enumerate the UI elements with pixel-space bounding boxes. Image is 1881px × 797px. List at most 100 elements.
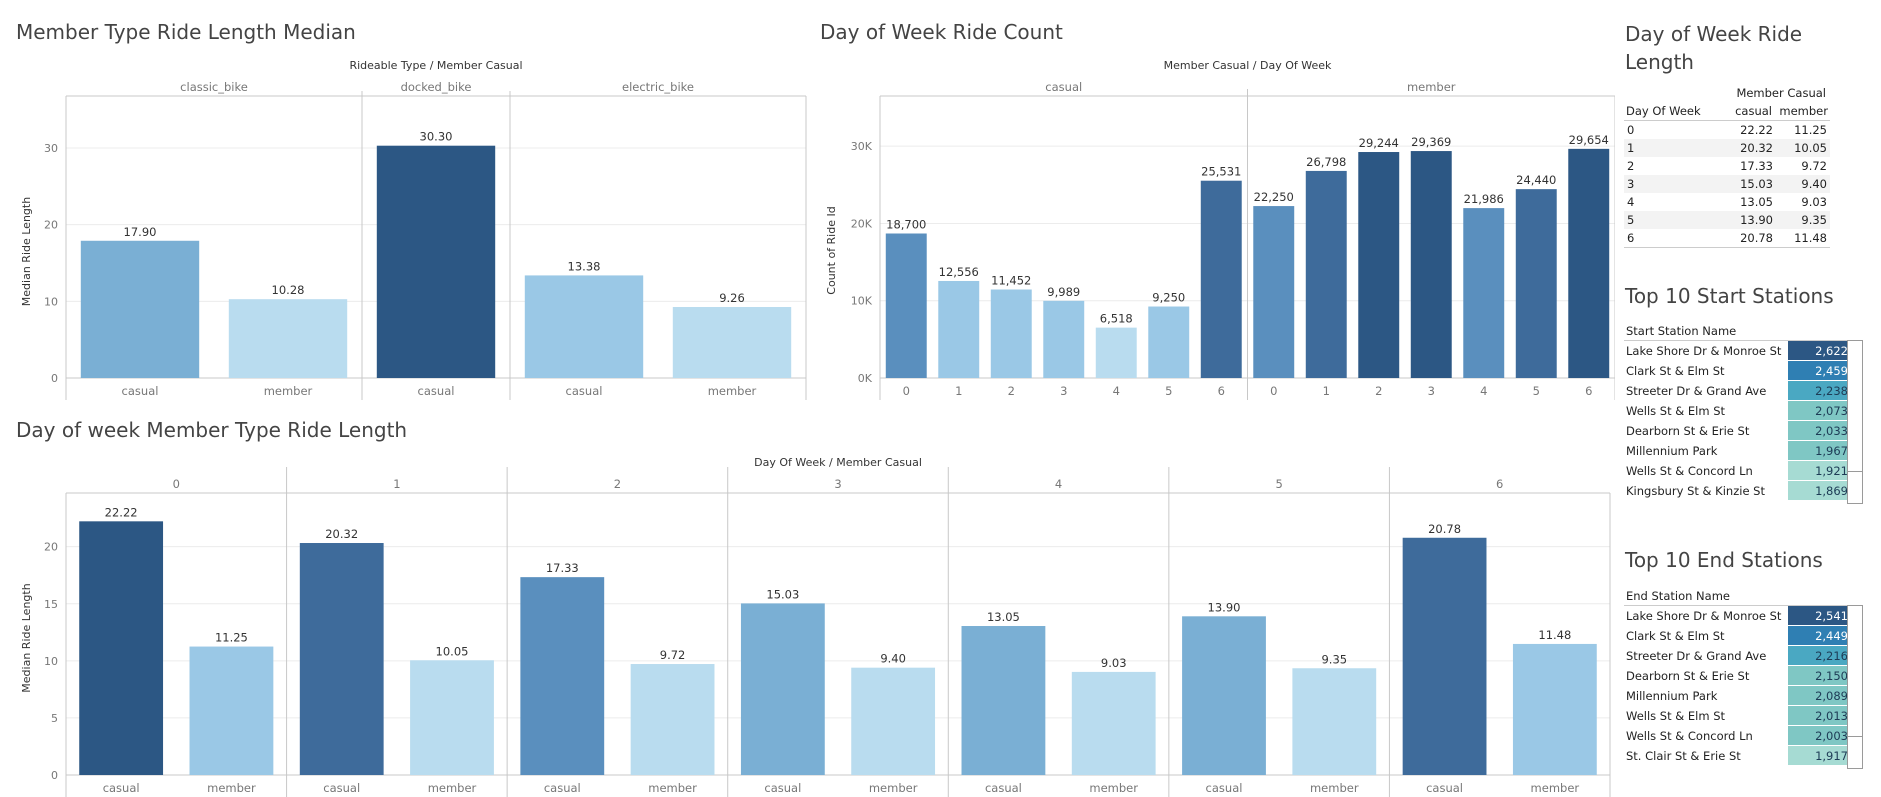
x-tick-label: 0 bbox=[1270, 384, 1277, 398]
station-count: 2,073 bbox=[1788, 401, 1852, 421]
x-tick-label: casual bbox=[566, 384, 603, 398]
bar bbox=[79, 521, 164, 775]
group-label: member bbox=[1407, 80, 1456, 94]
y-tick-label: 20 bbox=[44, 541, 58, 554]
start-stations-table: Start Station Name Lake Shore Dr & Monro… bbox=[1624, 322, 1856, 501]
data-label: 18,700 bbox=[886, 218, 926, 232]
x-tick-label: casual bbox=[323, 781, 360, 795]
list-item: Clark St & Elm St 2,449 bbox=[1624, 626, 1856, 646]
data-label: 13.38 bbox=[568, 259, 601, 273]
casual-cell: 13.90 bbox=[1740, 213, 1773, 227]
start-stations-scrollbar[interactable] bbox=[1847, 340, 1863, 504]
dow-cell: 4 bbox=[1627, 195, 1635, 209]
station-count: 2,013 bbox=[1788, 706, 1852, 726]
bar bbox=[1253, 206, 1295, 378]
bar bbox=[80, 240, 200, 378]
data-label: 9,989 bbox=[1047, 285, 1080, 299]
end-stations-scrollbar-thumb[interactable] bbox=[1848, 606, 1862, 737]
station-name: St. Clair St & Erie St bbox=[1626, 749, 1741, 763]
data-label: 29,244 bbox=[1359, 136, 1399, 150]
y-axis-label: Count of Ride Id bbox=[825, 206, 838, 294]
column-header: Member Casual / Day Of Week bbox=[1164, 59, 1332, 72]
station-name: Dearborn St & Erie St bbox=[1626, 669, 1750, 683]
data-label: 6,518 bbox=[1100, 312, 1133, 326]
x-tick-label: casual bbox=[1206, 781, 1243, 795]
list-item: Wells St & Concord Ln 1,921 bbox=[1624, 461, 1856, 481]
y-tick-label: 0 bbox=[51, 372, 58, 385]
list-item: Lake Shore Dr & Monroe St 2,541 bbox=[1624, 606, 1856, 626]
station-count: 1,917 bbox=[1788, 746, 1852, 766]
station-name: Lake Shore Dr & Monroe St bbox=[1626, 344, 1782, 358]
x-tick-label: 3 bbox=[1060, 384, 1067, 398]
data-label: 22.22 bbox=[105, 505, 138, 519]
list-item: Clark St & Elm St 2,459 bbox=[1624, 361, 1856, 381]
end-stations-scrollbar[interactable] bbox=[1847, 605, 1863, 769]
group-label: 5 bbox=[1275, 477, 1282, 491]
list-item: Millennium Park 2,089 bbox=[1624, 686, 1856, 706]
list-item: Dearborn St & Erie St 2,150 bbox=[1624, 666, 1856, 686]
data-label: 17.33 bbox=[546, 561, 579, 575]
member-cell: 11.25 bbox=[1794, 123, 1827, 137]
y-tick-label: 0 bbox=[51, 769, 58, 782]
station-name: Kingsbury St & Kinzie St bbox=[1626, 484, 1765, 498]
member-cell: 11.48 bbox=[1794, 231, 1827, 245]
bar bbox=[1071, 671, 1156, 775]
station-name: Millennium Park bbox=[1626, 689, 1718, 703]
casual-cell: 13.05 bbox=[1740, 195, 1773, 209]
dow-table-title: Day of Week Ride Length bbox=[1625, 22, 1803, 74]
data-label: 9,250 bbox=[1152, 291, 1185, 305]
list-item: Streeter Dr & Grand Ave 2,238 bbox=[1624, 381, 1856, 401]
group-label: 2 bbox=[614, 477, 621, 491]
bar bbox=[520, 577, 605, 775]
y-tick-label: 30 bbox=[44, 142, 58, 155]
station-count: 2,449 bbox=[1788, 626, 1852, 646]
member-cell: 9.40 bbox=[1801, 177, 1827, 191]
bar bbox=[1043, 300, 1085, 378]
station-count: 1,921 bbox=[1788, 461, 1852, 481]
bar bbox=[961, 626, 1046, 775]
data-label: 10.05 bbox=[436, 644, 469, 658]
x-tick-label: casual bbox=[418, 384, 455, 398]
station-name: Millennium Park bbox=[1626, 444, 1718, 458]
x-tick-label: casual bbox=[764, 781, 801, 795]
member-cell: 9.03 bbox=[1801, 195, 1827, 209]
x-tick-label: casual bbox=[544, 781, 581, 795]
station-count: 1,967 bbox=[1788, 441, 1852, 461]
start-stations-scrollbar-thumb[interactable] bbox=[1848, 341, 1862, 472]
bar bbox=[885, 233, 927, 378]
data-label: 22,250 bbox=[1254, 190, 1294, 204]
bar bbox=[1148, 306, 1190, 378]
station-name: Wells St & Elm St bbox=[1626, 404, 1726, 418]
station-count: 2,150 bbox=[1788, 666, 1852, 686]
data-label: 17.90 bbox=[124, 225, 157, 239]
dow-cell: 6 bbox=[1627, 231, 1635, 245]
end-stations-table: End Station Name Lake Shore Dr & Monroe … bbox=[1624, 587, 1856, 766]
y-tick-label: 20 bbox=[44, 219, 58, 232]
x-tick-label: casual bbox=[103, 781, 140, 795]
bar bbox=[1182, 616, 1266, 775]
x-tick-label: 6 bbox=[1218, 384, 1225, 398]
member-cell: 9.35 bbox=[1801, 213, 1827, 227]
bar bbox=[672, 307, 792, 378]
bar bbox=[1402, 537, 1487, 775]
station-name: Clark St & Elm St bbox=[1626, 364, 1725, 378]
group-label: 3 bbox=[834, 477, 841, 491]
dow-table-col-member: member bbox=[1779, 104, 1828, 118]
column-header: Day Of Week / Member Casual bbox=[754, 456, 922, 469]
member-cell: 9.72 bbox=[1801, 159, 1827, 173]
table-row: 4 13.05 9.03 bbox=[1624, 193, 1830, 211]
station-count: 2,541 bbox=[1788, 606, 1852, 626]
casual-cell: 22.22 bbox=[1740, 123, 1773, 137]
dow-table-row-header: Day Of Week bbox=[1626, 104, 1701, 118]
bar bbox=[376, 145, 496, 378]
y-tick-label: 15 bbox=[44, 598, 58, 611]
y-tick-label: 5 bbox=[51, 712, 58, 725]
dow-count-chart: Member Casual / Day Of Week Count of Ride… bbox=[825, 59, 1615, 400]
data-label: 10.28 bbox=[272, 283, 305, 297]
list-item: Wells St & Concord Ln 2,003 bbox=[1624, 726, 1856, 746]
station-name: Lake Shore Dr & Monroe St bbox=[1626, 609, 1782, 623]
station-name: Streeter Dr & Grand Ave bbox=[1626, 384, 1767, 398]
group-label: docked_bike bbox=[401, 80, 472, 94]
end-stations-row-header: End Station Name bbox=[1624, 587, 1856, 606]
x-tick-label: 2 bbox=[1375, 384, 1382, 398]
